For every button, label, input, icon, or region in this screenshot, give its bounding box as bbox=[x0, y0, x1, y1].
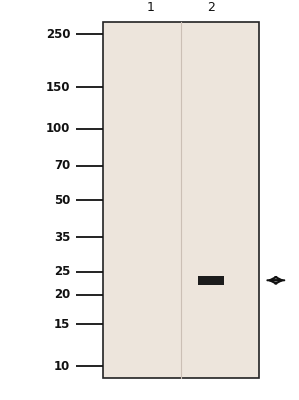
Text: 15: 15 bbox=[54, 318, 70, 331]
Bar bbox=[103, 22, 259, 378]
Text: 150: 150 bbox=[46, 80, 70, 94]
Text: 2: 2 bbox=[207, 1, 215, 14]
Text: 10: 10 bbox=[54, 360, 70, 373]
Text: 250: 250 bbox=[46, 28, 70, 41]
Text: 20: 20 bbox=[54, 288, 70, 301]
Text: 1: 1 bbox=[147, 1, 155, 14]
Bar bbox=[198, 276, 223, 285]
Text: 35: 35 bbox=[54, 230, 70, 244]
Text: 25: 25 bbox=[54, 265, 70, 278]
Text: 100: 100 bbox=[46, 122, 70, 135]
Text: 70: 70 bbox=[54, 159, 70, 172]
Text: 50: 50 bbox=[54, 194, 70, 207]
